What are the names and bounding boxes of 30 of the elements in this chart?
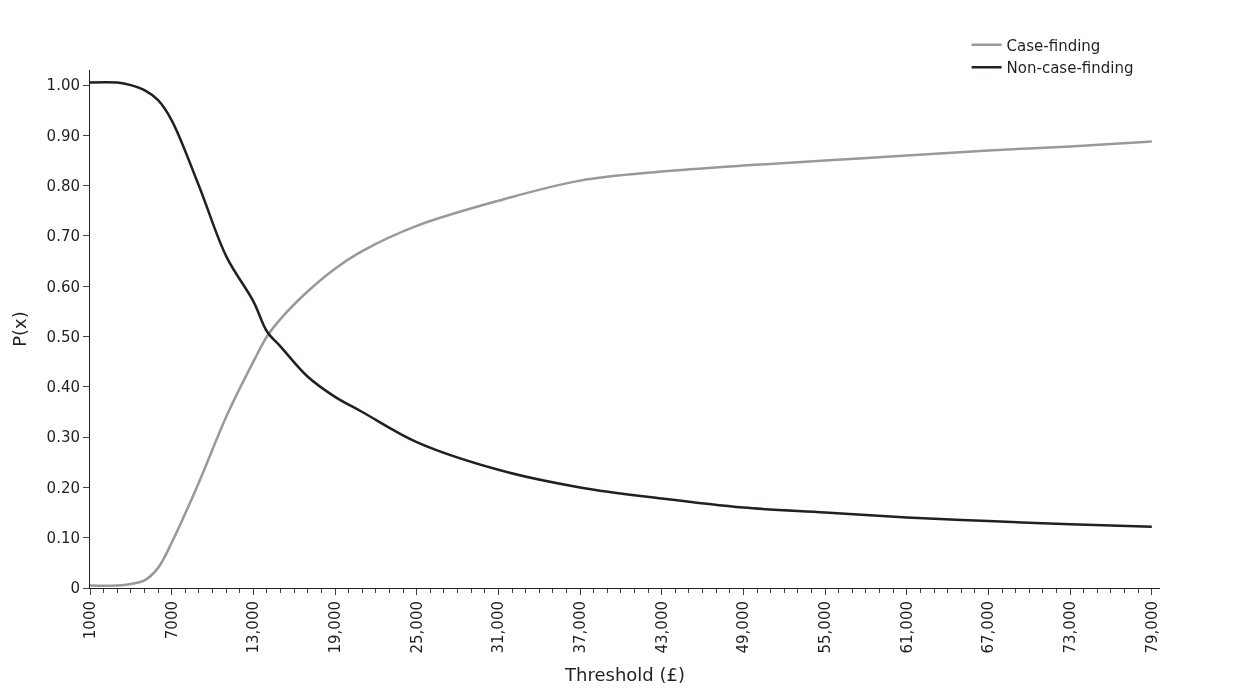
line-series xyxy=(90,140,1154,587)
y-tick-label: 0.80 xyxy=(46,176,80,195)
x-tick-label: 73,000 xyxy=(1061,601,1080,654)
y-axis-title: P(x) xyxy=(8,311,30,347)
legend-label: Non-case-finding xyxy=(1006,59,1134,78)
x-tick-label: 43,000 xyxy=(652,601,671,654)
x-tick-label: 37,000 xyxy=(570,601,589,654)
x-tick-label: 61,000 xyxy=(897,601,916,654)
y-tick-label: 0.40 xyxy=(46,378,80,397)
y-tick-label: 0.20 xyxy=(46,478,80,497)
x-tick-label: 19,000 xyxy=(325,601,344,654)
x-tick-label: 55,000 xyxy=(815,601,834,654)
x-tick-label: 25,000 xyxy=(407,601,426,654)
x-axis-title: Threshold (£) xyxy=(564,663,685,685)
y-tick-label: 0.10 xyxy=(46,528,80,547)
y-tick-label: 0.70 xyxy=(46,227,80,246)
x-tick-label: 1000 xyxy=(80,601,99,640)
x-tick-label: 7000 xyxy=(162,601,181,640)
x-tick-label: 67,000 xyxy=(979,601,998,654)
y-tick-label: 0.30 xyxy=(46,428,80,447)
x-tick-label: 79,000 xyxy=(1142,601,1161,654)
x-tick-label: 31,000 xyxy=(489,601,508,654)
x-tick-label: 13,000 xyxy=(244,601,263,654)
x-tick-label: 49,000 xyxy=(734,601,753,654)
y-tick-label: 0.90 xyxy=(46,126,80,145)
y-tick-label: 0 xyxy=(70,579,80,598)
y-tick-label: 0.50 xyxy=(46,327,80,346)
legend-label: Case-finding xyxy=(1006,36,1101,55)
y-tick-label: 0.60 xyxy=(46,277,80,296)
y-tick-label: 1.00 xyxy=(46,76,80,95)
